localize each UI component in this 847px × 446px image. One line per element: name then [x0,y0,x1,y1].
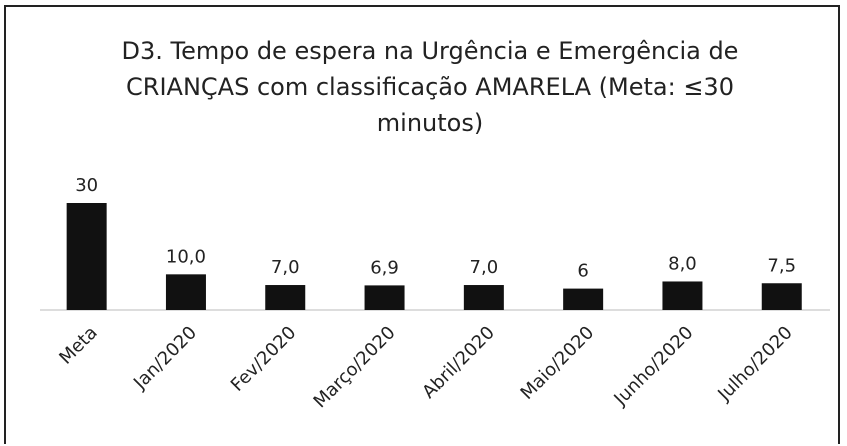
x-tick-label: Abril/2020 [418,322,499,403]
bar [66,203,107,310]
x-tick-label: Maio/2020 [517,322,599,404]
chart-frame [4,5,840,444]
x-tick-label: Março/2020 [310,322,400,412]
x-tick-label: Julho/2020 [713,322,796,405]
data-label: 7,5 [767,255,796,276]
bar [265,285,306,310]
data-label: 10,0 [166,246,206,267]
bar [662,281,703,310]
bar [563,288,604,310]
x-tick-label: Junho/2020 [610,322,698,410]
bar [165,274,206,310]
data-label: 6,9 [370,257,399,278]
data-label: 7,0 [271,257,300,278]
chart-title: D3. Tempo de espera na Urgência e Emergê… [121,37,739,137]
data-label: 8,0 [668,253,697,274]
data-label: 7,0 [470,257,499,278]
x-tick-label: Fev/2020 [227,322,301,396]
data-label: 6 [577,261,588,282]
x-tick-label: Meta [55,322,101,368]
x-tick-label: Jan/2020 [129,322,201,394]
bar [364,285,405,310]
bar [761,283,802,310]
bar [463,285,504,310]
data-label: 30 [75,175,98,196]
